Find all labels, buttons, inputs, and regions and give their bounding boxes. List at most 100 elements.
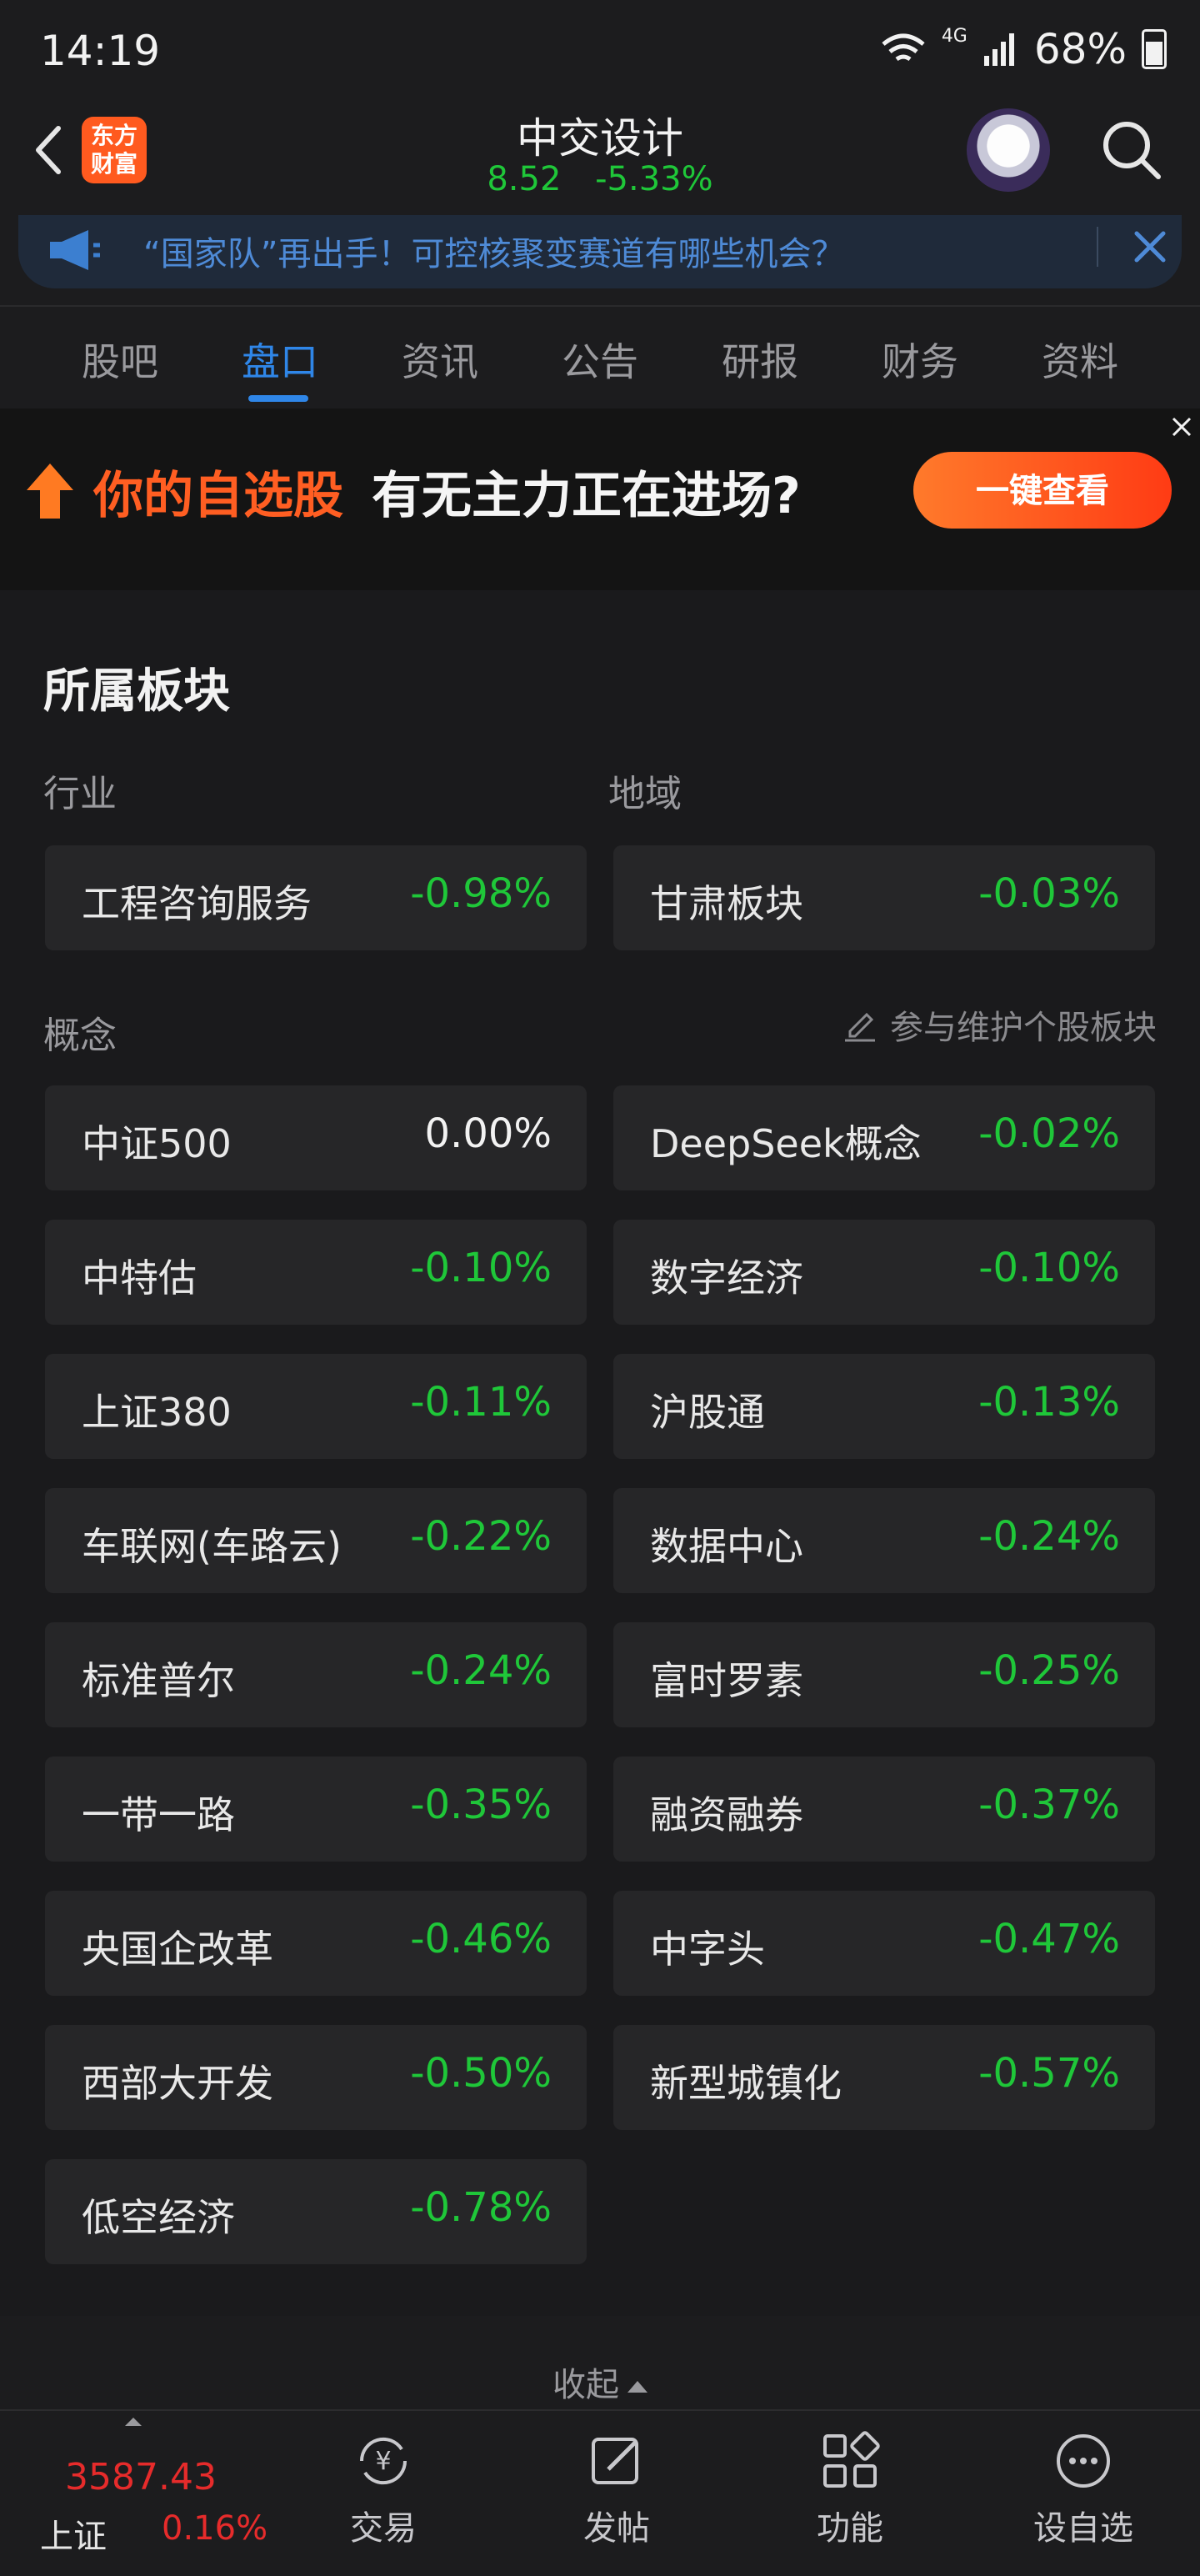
- concept-card[interactable]: 中特估 -0.10%: [45, 1220, 587, 1325]
- concept-name: 中特估: [82, 1255, 197, 1301]
- close-icon[interactable]: [1127, 223, 1173, 270]
- concept-name: 融资融券: [650, 1792, 803, 1837]
- tab-finance[interactable]: 财务: [882, 339, 958, 384]
- sector-change: -0.03%: [978, 870, 1120, 917]
- concept-change: -0.11%: [410, 1379, 552, 1426]
- trade-icon: ¥: [359, 2437, 408, 2485]
- concept-card[interactable]: 一带一路 -0.35%: [45, 1757, 587, 1862]
- nav-trade[interactable]: ¥ 交易: [308, 2428, 458, 2549]
- concept-name: 沪股通: [650, 1390, 765, 1435]
- compose-icon: [592, 2438, 638, 2484]
- concept-name: 新型城镇化: [650, 2061, 842, 2106]
- notice-divider: [1097, 227, 1098, 267]
- concept-name: 西部大开发: [82, 2061, 273, 2106]
- megaphone-icon: [50, 230, 100, 270]
- concept-name: 标准普尔: [82, 1658, 235, 1703]
- concept-card[interactable]: 沪股通 -0.13%: [613, 1354, 1155, 1459]
- ad-view-button[interactable]: 一键查看: [913, 452, 1172, 529]
- concept-card[interactable]: 西部大开发 -0.50%: [45, 2025, 587, 2130]
- grid-apps-icon: [823, 2431, 880, 2488]
- concept-card[interactable]: 车联网(车路云) -0.22%: [45, 1488, 587, 1593]
- concept-name: 央国企改革: [82, 1927, 273, 1972]
- index-change-pct[interactable]: 0.16%: [162, 2509, 268, 2548]
- battery-icon: [1142, 29, 1167, 69]
- stock-header: 东方 财富 中交设计 8.52 -5.33%: [0, 100, 1200, 217]
- concept-change: -0.78%: [410, 2184, 552, 2231]
- tab-pankou[interactable]: 盘口: [242, 339, 318, 384]
- stock-change-pct: -5.33%: [595, 160, 713, 198]
- notice-banner[interactable]: “国家队”再出手！可控核聚变赛道有哪些机会？: [18, 215, 1182, 288]
- tab-research[interactable]: 研报: [722, 339, 798, 384]
- battery-percent: 68%: [1033, 25, 1127, 73]
- concept-change: -0.25%: [978, 1647, 1120, 1694]
- region-sector-card[interactable]: 甘肃板块 -0.03%: [613, 845, 1155, 950]
- maintain-sector-link[interactable]: 参与维护个股板块: [842, 1000, 1157, 1049]
- search-icon[interactable]: [1098, 117, 1165, 183]
- concept-card[interactable]: 新型城镇化 -0.57%: [613, 2025, 1155, 2130]
- concept-card[interactable]: 标准普尔 -0.24%: [45, 1622, 587, 1727]
- concept-card[interactable]: 数据中心 -0.24%: [613, 1488, 1155, 1593]
- concept-card[interactable]: 融资融券 -0.37%: [613, 1757, 1155, 1862]
- caret-up-icon[interactable]: [125, 2418, 142, 2426]
- signal-icon: [983, 33, 1014, 66]
- status-bar: 14:19 4G 68%: [0, 0, 1200, 108]
- concept-card[interactable]: 中证500 0.00%: [45, 1085, 587, 1190]
- concept-name: 中字头: [650, 1927, 765, 1972]
- concept-change: -0.13%: [978, 1379, 1120, 1426]
- collapse-button[interactable]: 收起: [0, 2358, 1200, 2406]
- collapse-label: 收起: [552, 2366, 619, 2404]
- network-label: 4G: [941, 25, 968, 47]
- caret-up-icon: [628, 2381, 648, 2393]
- notice-text[interactable]: “国家队”再出手！可控核聚变赛道有哪些机会？: [143, 235, 845, 273]
- tab-profile[interactable]: 资料: [1042, 339, 1118, 384]
- nav-add-watchlist[interactable]: 设自选: [1008, 2428, 1158, 2549]
- ad-banner[interactable]: 你的自选股 有无主力正在进场? 一键查看: [0, 408, 1200, 590]
- concept-card[interactable]: 低空经济 -0.78%: [45, 2159, 587, 2264]
- nav-add-watchlist-label: 设自选: [1033, 2509, 1133, 2548]
- back-arrow-icon[interactable]: [25, 117, 75, 183]
- nav-post-label: 发帖: [583, 2509, 650, 2548]
- concept-card[interactable]: DeepSeek概念 -0.02%: [613, 1085, 1155, 1190]
- concept-change: -0.24%: [978, 1513, 1120, 1560]
- concept-card[interactable]: 数字经济 -0.10%: [613, 1220, 1155, 1325]
- nav-features[interactable]: 功能: [775, 2428, 925, 2549]
- concept-card[interactable]: 富时罗素 -0.25%: [613, 1622, 1155, 1727]
- concept-name: 一带一路: [82, 1792, 235, 1837]
- svg-text:¥: ¥: [375, 2447, 391, 2476]
- index-name[interactable]: 上证: [40, 2518, 107, 2556]
- robot-assistant-icon[interactable]: [967, 108, 1050, 192]
- concept-change: -0.10%: [410, 1245, 552, 1291]
- concept-change: 0.00%: [424, 1110, 552, 1157]
- nav-post[interactable]: 发帖: [542, 2428, 692, 2549]
- concept-change: -0.37%: [978, 1782, 1120, 1828]
- concept-change: -0.35%: [410, 1782, 552, 1828]
- tab-announcements[interactable]: 公告: [562, 339, 638, 384]
- concept-name: 富时罗素: [650, 1658, 803, 1703]
- edit-icon: [845, 1012, 875, 1042]
- concept-name: 低空经济: [82, 2195, 235, 2240]
- concept-change: -0.02%: [978, 1110, 1120, 1157]
- concept-name: 数据中心: [650, 1524, 803, 1569]
- tab-guba[interactable]: 股吧: [82, 339, 158, 384]
- stock-quote: 8.52 -5.33%: [0, 160, 1200, 198]
- app-logo[interactable]: 东方 财富: [82, 117, 147, 183]
- index-value[interactable]: 3587.43: [65, 2456, 217, 2498]
- concept-name: 中证500: [82, 1121, 232, 1166]
- concept-name: DeepSeek概念: [650, 1121, 922, 1166]
- concept-card[interactable]: 上证380 -0.11%: [45, 1354, 587, 1459]
- industry-sector-card[interactable]: 工程咨询服务 -0.98%: [45, 845, 587, 950]
- status-time: 14:19: [40, 27, 161, 75]
- concept-change: -0.47%: [978, 1916, 1120, 1962]
- concept-change: -0.46%: [410, 1916, 552, 1962]
- concept-card[interactable]: 中字头 -0.47%: [613, 1891, 1155, 1996]
- stock-name: 中交设计: [517, 114, 683, 163]
- concept-label: 概念: [43, 1015, 117, 1057]
- nav-features-label: 功能: [817, 2509, 883, 2548]
- concept-change: -0.24%: [410, 1647, 552, 1694]
- ad-close-icon[interactable]: [1167, 412, 1197, 442]
- concept-card[interactable]: 央国企改革 -0.46%: [45, 1891, 587, 1996]
- stock-price: 8.52: [487, 160, 562, 198]
- tab-news[interactable]: 资讯: [402, 339, 478, 384]
- sector-name: 甘肃板块: [650, 881, 803, 926]
- sector-name: 工程咨询服务: [82, 881, 312, 926]
